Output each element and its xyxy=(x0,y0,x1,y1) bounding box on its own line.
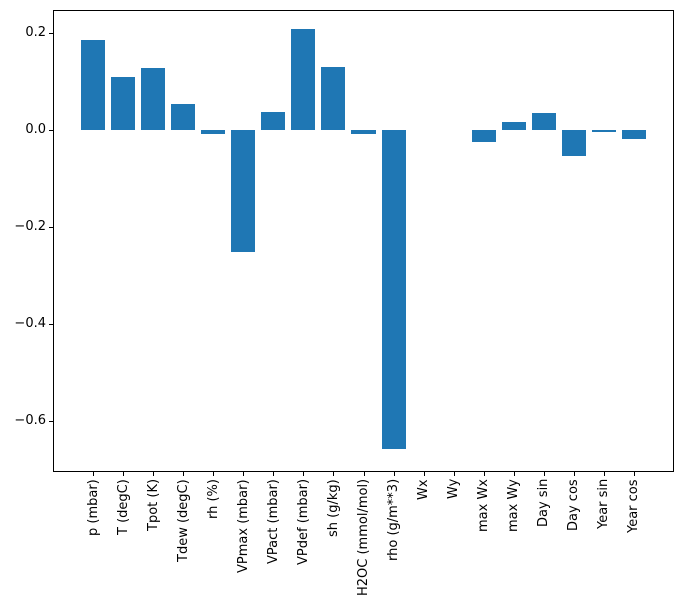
x-tick-label: max Wx xyxy=(476,478,492,532)
bar-vpact-mbar xyxy=(261,112,286,130)
bar-max-wy xyxy=(501,122,526,130)
x-tick-label: sh (g/kg) xyxy=(325,479,341,537)
y-tick-mark xyxy=(49,421,53,423)
x-tick-mark xyxy=(273,472,275,476)
y-tick-mark xyxy=(49,323,53,325)
x-tick-mark xyxy=(633,472,635,476)
y-tick-label: −0.6 xyxy=(14,413,46,429)
bar-rh xyxy=(201,129,226,135)
x-tick-label: H2OC (mmol/mol) xyxy=(356,478,371,596)
x-tick-mark xyxy=(423,472,425,476)
y-tick-mark xyxy=(49,129,53,131)
y-tick-label: −0.4 xyxy=(14,315,46,331)
x-tick-label: rho (g/m**3) xyxy=(386,478,402,561)
x-tick-mark xyxy=(93,472,95,476)
y-tick-mark xyxy=(49,32,53,34)
x-tick-mark xyxy=(483,472,485,476)
bar-day-sin xyxy=(531,112,556,130)
x-tick-mark xyxy=(123,472,125,476)
bar-vpmax-mbar xyxy=(231,129,256,252)
bar-year-sin xyxy=(591,129,616,132)
x-tick-mark xyxy=(153,472,155,476)
bar-rho-g-m-3 xyxy=(381,129,406,450)
x-tick-mark xyxy=(243,472,245,476)
y-tick-label: 0.2 xyxy=(25,24,46,40)
x-tick-label: Wy xyxy=(446,478,462,499)
x-tick-label: Tdew (degC) xyxy=(175,479,191,562)
x-tick-label: VPact (mbar) xyxy=(265,479,281,564)
x-tick-label: rh (%) xyxy=(205,479,221,519)
y-tick-label: −0.2 xyxy=(14,218,46,234)
bar-day-cos xyxy=(561,129,586,156)
x-tick-mark xyxy=(303,472,305,476)
bar-year-cos xyxy=(621,129,646,140)
x-tick-label: Day sin xyxy=(536,478,552,527)
x-tick-label: Wx xyxy=(416,479,432,500)
x-tick-mark xyxy=(543,472,545,476)
bar-tpot-k xyxy=(141,68,166,130)
x-tick-label: Tpot (K) xyxy=(145,478,161,531)
x-tick-mark xyxy=(513,472,515,476)
x-tick-label: T (degC) xyxy=(115,479,131,535)
bar-t-degc xyxy=(111,77,136,130)
x-tick-label: VPdef (mbar) xyxy=(295,478,311,565)
x-tick-label: p (mbar) xyxy=(85,479,101,536)
bar-tdew-degc xyxy=(171,104,196,130)
bar-max-wx xyxy=(471,129,496,143)
x-tick-mark xyxy=(363,472,365,476)
bar-sh-g-kg xyxy=(321,67,346,130)
x-tick-label: Day cos xyxy=(566,479,582,531)
x-tick-label: Year cos xyxy=(626,479,642,533)
bar-vpdef-mbar xyxy=(291,29,316,130)
bar-h2oc-mmol-mol xyxy=(351,129,376,134)
x-tick-mark xyxy=(573,472,575,476)
bar-p-mbar xyxy=(81,39,106,130)
x-tick-mark xyxy=(453,472,455,476)
x-tick-label: VPmax (mbar) xyxy=(235,479,251,573)
x-tick-label: Year sin xyxy=(596,478,612,529)
x-tick-mark xyxy=(183,472,185,476)
x-tick-mark xyxy=(213,472,215,476)
y-tick-label: 0.0 xyxy=(25,121,46,137)
x-tick-label: max Wy xyxy=(506,479,522,532)
x-tick-mark xyxy=(603,472,605,476)
x-tick-mark xyxy=(393,472,395,476)
plot-area xyxy=(53,10,674,472)
x-tick-mark xyxy=(333,472,335,476)
y-tick-mark xyxy=(49,226,53,228)
